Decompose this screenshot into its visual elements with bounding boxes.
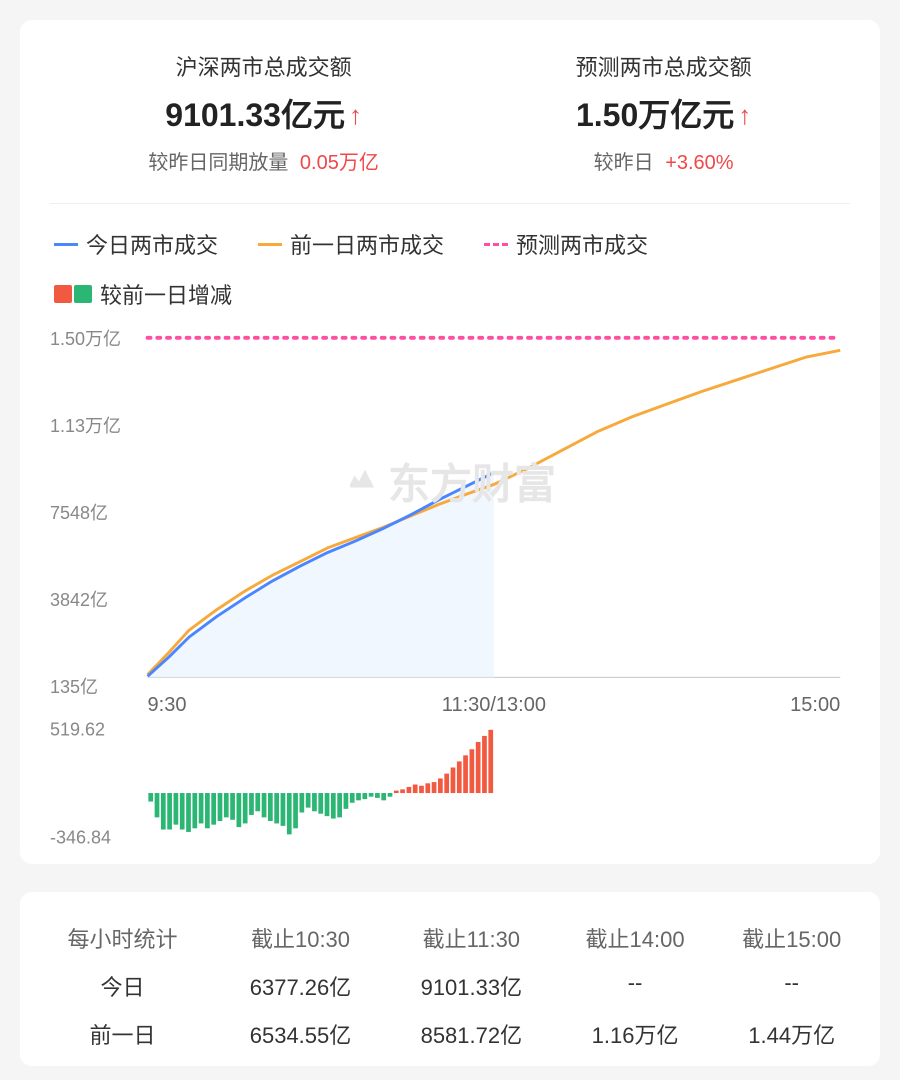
summary-row: 沪深两市总成交额 9101.33亿元 ↑ 较昨日同期放量 0.05万亿 预测两市… [50, 50, 850, 204]
y-tick-label: 1.50万亿 [50, 325, 121, 351]
x-tick-label: 9:30 [148, 694, 187, 717]
swatch-icon [54, 285, 72, 303]
legend-swatches-icon [54, 285, 92, 303]
summary-subline: 较昨日同期放量 0.05万亿 [148, 146, 379, 175]
summary-value: 9101.33亿元 ↑ [165, 90, 362, 136]
summary-value-text: 1.50万亿元 [576, 90, 734, 136]
legend-prev-day: 前一日两市成交 [258, 228, 444, 260]
legend-diff: 较前一日增减 [54, 278, 846, 310]
table-cell: 1.16万亿 [557, 1018, 714, 1050]
y-tick-label: 3842亿 [50, 586, 108, 612]
summary-sub-delta: 0.05万亿 [300, 152, 379, 174]
legend-today: 今日两市成交 [54, 228, 218, 260]
y-tick-label: 7548亿 [50, 499, 108, 525]
table-cell: 1.44万亿 [713, 1018, 870, 1050]
table-header-cell: 截止11:30 [386, 922, 557, 954]
bar-y-label: 519.62 [50, 720, 105, 741]
legend-line-icon [54, 243, 78, 246]
summary-value: 1.50万亿元 ↑ [576, 90, 751, 136]
summary-subline: 较昨日 +3.60% [576, 146, 752, 175]
summary-title: 预测两市总成交额 [576, 50, 752, 82]
summary-title: 沪深两市总成交额 [148, 50, 379, 82]
swatch-icon [74, 285, 92, 303]
row-label: 前一日 [30, 1018, 215, 1050]
legend-label: 预测两市成交 [516, 228, 648, 260]
legend-label: 较前一日增减 [100, 278, 232, 310]
legend-label: 前一日两市成交 [290, 228, 444, 260]
line-chart-svg [50, 330, 850, 681]
table-cell: 8581.72亿 [386, 1018, 557, 1050]
table-row: 今日6377.26亿9101.33亿---- [30, 962, 870, 1010]
chart-legend: 今日两市成交 前一日两市成交 预测两市成交 较前一日增减 [50, 204, 850, 322]
table-cell: 6534.55亿 [215, 1018, 386, 1050]
legend-line-icon [258, 243, 282, 246]
table-header-cell: 截止15:00 [713, 922, 870, 954]
table-cell: -- [557, 970, 714, 1002]
x-tick-label: 15:00 [790, 694, 840, 717]
arrow-up-icon: ↑ [349, 102, 362, 128]
summary-total-turnover: 沪深两市总成交额 9101.33亿元 ↑ 较昨日同期放量 0.05万亿 [148, 50, 379, 175]
summary-sub-label: 较昨日 [594, 152, 654, 174]
hourly-stats-table: 每小时统计截止10:30截止11:30截止14:00截止15:00 今日6377… [20, 892, 880, 1066]
arrow-up-icon: ↑ [738, 102, 751, 128]
y-tick-label: 1.13万亿 [50, 412, 121, 438]
summary-forecast-turnover: 预测两市总成交额 1.50万亿元 ↑ 较昨日 +3.60% [576, 50, 752, 175]
table-row: 前一日6534.55亿8581.72亿1.16万亿1.44万亿 [30, 1010, 870, 1058]
row-label: 今日 [30, 970, 215, 1002]
x-tick-label: 11:30/13:00 [442, 694, 546, 717]
table-header-row: 每小时统计截止10:30截止11:30截止14:00截止15:00 [30, 914, 870, 962]
line-chart: 东方财富 135亿3842亿7548亿1.13万亿1.50万亿 [50, 330, 850, 690]
summary-sub-delta: +3.60% [665, 152, 733, 174]
legend-dashed-icon [484, 243, 508, 246]
table-cell: -- [713, 970, 870, 1002]
bar-y-label: -346.84 [50, 828, 111, 849]
diff-bars-svg [50, 724, 850, 841]
table-header-cell: 每小时统计 [30, 922, 215, 954]
legend-label: 今日两市成交 [86, 228, 218, 260]
table-body: 今日6377.26亿9101.33亿----前一日6534.55亿8581.72… [30, 962, 870, 1058]
legend-forecast: 预测两市成交 [484, 228, 648, 260]
table-cell: 9101.33亿 [386, 970, 557, 1002]
x-axis-labels: 9:30 11:30/13:00 15:00 [50, 694, 850, 722]
summary-card: 沪深两市总成交额 9101.33亿元 ↑ 较昨日同期放量 0.05万亿 预测两市… [20, 20, 880, 864]
summary-sub-label: 较昨日同期放量 [148, 152, 288, 174]
table-cell: 6377.26亿 [215, 970, 386, 1002]
summary-value-text: 9101.33亿元 [165, 90, 345, 136]
table-header-cell: 截止10:30 [215, 922, 386, 954]
table-header-cell: 截止14:00 [557, 922, 714, 954]
diff-bar-chart: 519.62-346.84 [50, 724, 850, 844]
